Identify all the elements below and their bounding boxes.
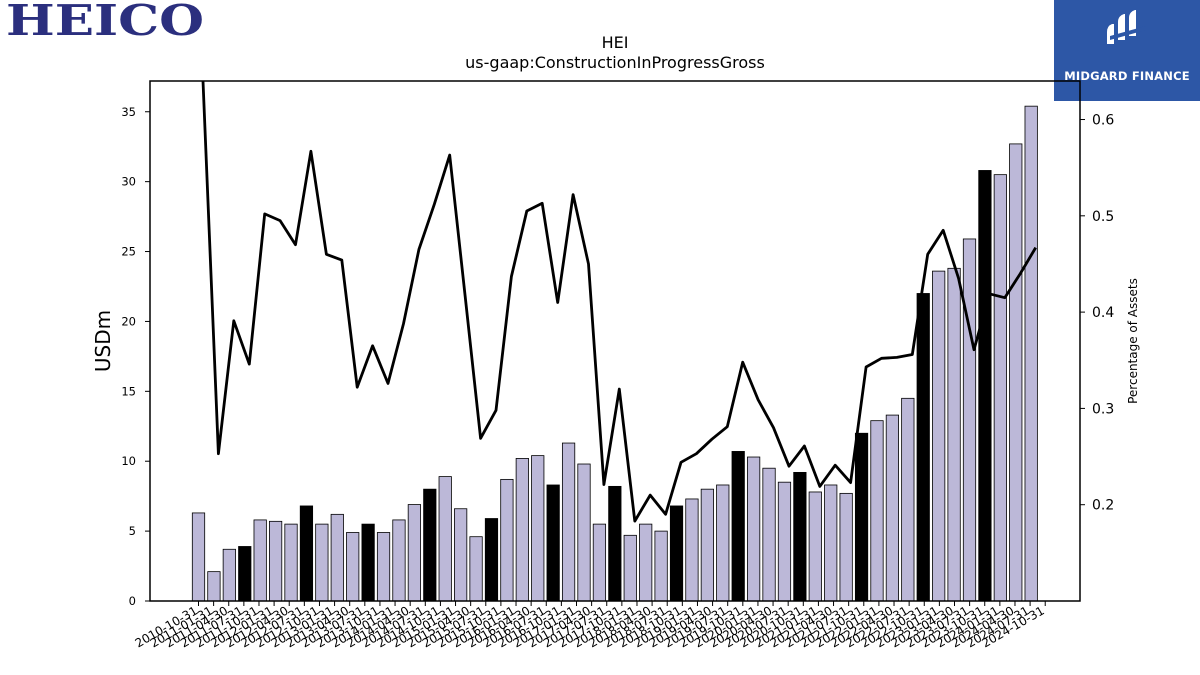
bar	[916, 293, 930, 602]
bar	[870, 420, 884, 602]
y-tick-label-right: 0.5	[1092, 209, 1114, 225]
bar	[654, 530, 668, 602]
bar	[330, 513, 344, 602]
y-tick-label-right: 0.2	[1092, 498, 1114, 514]
bar	[608, 485, 622, 602]
bar	[1024, 105, 1038, 602]
midgard-finance-label: MIDGARD FINANCE	[1064, 69, 1190, 83]
bar	[731, 451, 745, 602]
bar	[284, 523, 298, 602]
bar	[839, 492, 853, 602]
bar	[515, 458, 529, 602]
bar	[685, 498, 699, 602]
bar	[962, 238, 977, 602]
chart-subtitle: us-gaap:ConstructionInProgressGross	[465, 53, 765, 72]
bar	[978, 170, 992, 602]
bar	[762, 467, 776, 602]
bar	[484, 518, 499, 602]
midgard-emblem-icon	[1107, 10, 1146, 44]
bar	[531, 455, 545, 602]
y-tick-label-right: 0.3	[1092, 401, 1114, 417]
bar	[947, 267, 961, 602]
heico-logo-graphic: HEICO	[6, 0, 204, 45]
bar	[469, 536, 483, 602]
bar	[777, 481, 792, 602]
x-axis: 2010-10-312011-01-312011-04-302011-07-31…	[133, 601, 1047, 650]
bar	[315, 523, 329, 602]
bar	[700, 488, 714, 602]
bar	[623, 534, 637, 602]
bar	[376, 532, 391, 602]
bar	[793, 471, 807, 602]
y-axis-label-left: USDm	[91, 310, 115, 372]
bar	[932, 270, 946, 602]
y-tick-label-left: 25	[121, 245, 136, 259]
bar	[808, 491, 822, 602]
bar	[191, 512, 206, 602]
y-tick-label-right: 0.4	[1092, 305, 1114, 321]
bar	[500, 478, 514, 602]
bar	[669, 505, 684, 602]
bar	[592, 523, 607, 602]
bar	[546, 484, 560, 602]
chart-title: HEI	[602, 33, 629, 52]
y-axis-right: 0.2 0.3 0.4 0.5 0.6	[1080, 113, 1114, 514]
y-tick-label-left: 5	[129, 524, 136, 538]
bar	[253, 519, 267, 602]
line-layer	[201, 80, 1037, 523]
bar	[854, 432, 869, 602]
midgard-finance-logo: MIDGARD FINANCE	[1054, 0, 1200, 101]
y-axis-label-right: Percentage of Assets	[1126, 278, 1140, 404]
bar	[407, 504, 421, 602]
bar	[901, 397, 915, 602]
bar	[577, 463, 591, 602]
bars-layer	[191, 105, 1038, 602]
y-tick-label-left: 35	[121, 105, 136, 119]
y-axis-left: 0 5 10 15 20 25 30 35	[121, 105, 150, 608]
bar	[392, 519, 406, 602]
bar	[993, 174, 1007, 602]
percentage-line	[201, 80, 1037, 523]
y-tick-label-left: 10	[121, 454, 136, 468]
bar	[1009, 143, 1023, 602]
bar	[639, 523, 653, 602]
bar	[299, 505, 314, 602]
bar	[716, 484, 730, 602]
plot-frame	[149, 80, 1081, 602]
bar	[361, 523, 375, 602]
bar	[207, 571, 221, 602]
bar	[438, 476, 452, 602]
y-tick-label-left: 30	[121, 175, 136, 189]
bar	[885, 414, 900, 602]
bar	[346, 532, 360, 602]
y-tick-label-left: 20	[121, 314, 136, 328]
bar	[824, 484, 838, 602]
bar	[747, 456, 761, 602]
y-tick-label-left: 0	[129, 594, 136, 608]
y-tick-label-right: 0.6	[1092, 113, 1114, 129]
bar	[423, 488, 437, 602]
bar	[561, 442, 576, 602]
bar	[268, 520, 283, 602]
heico-logo-text: HEICO	[6, 2, 204, 40]
bar	[222, 548, 236, 602]
bar	[238, 546, 252, 602]
heico-logo: HEICO	[4, 0, 206, 45]
bar	[454, 508, 468, 602]
y-tick-label-left: 15	[121, 384, 136, 398]
